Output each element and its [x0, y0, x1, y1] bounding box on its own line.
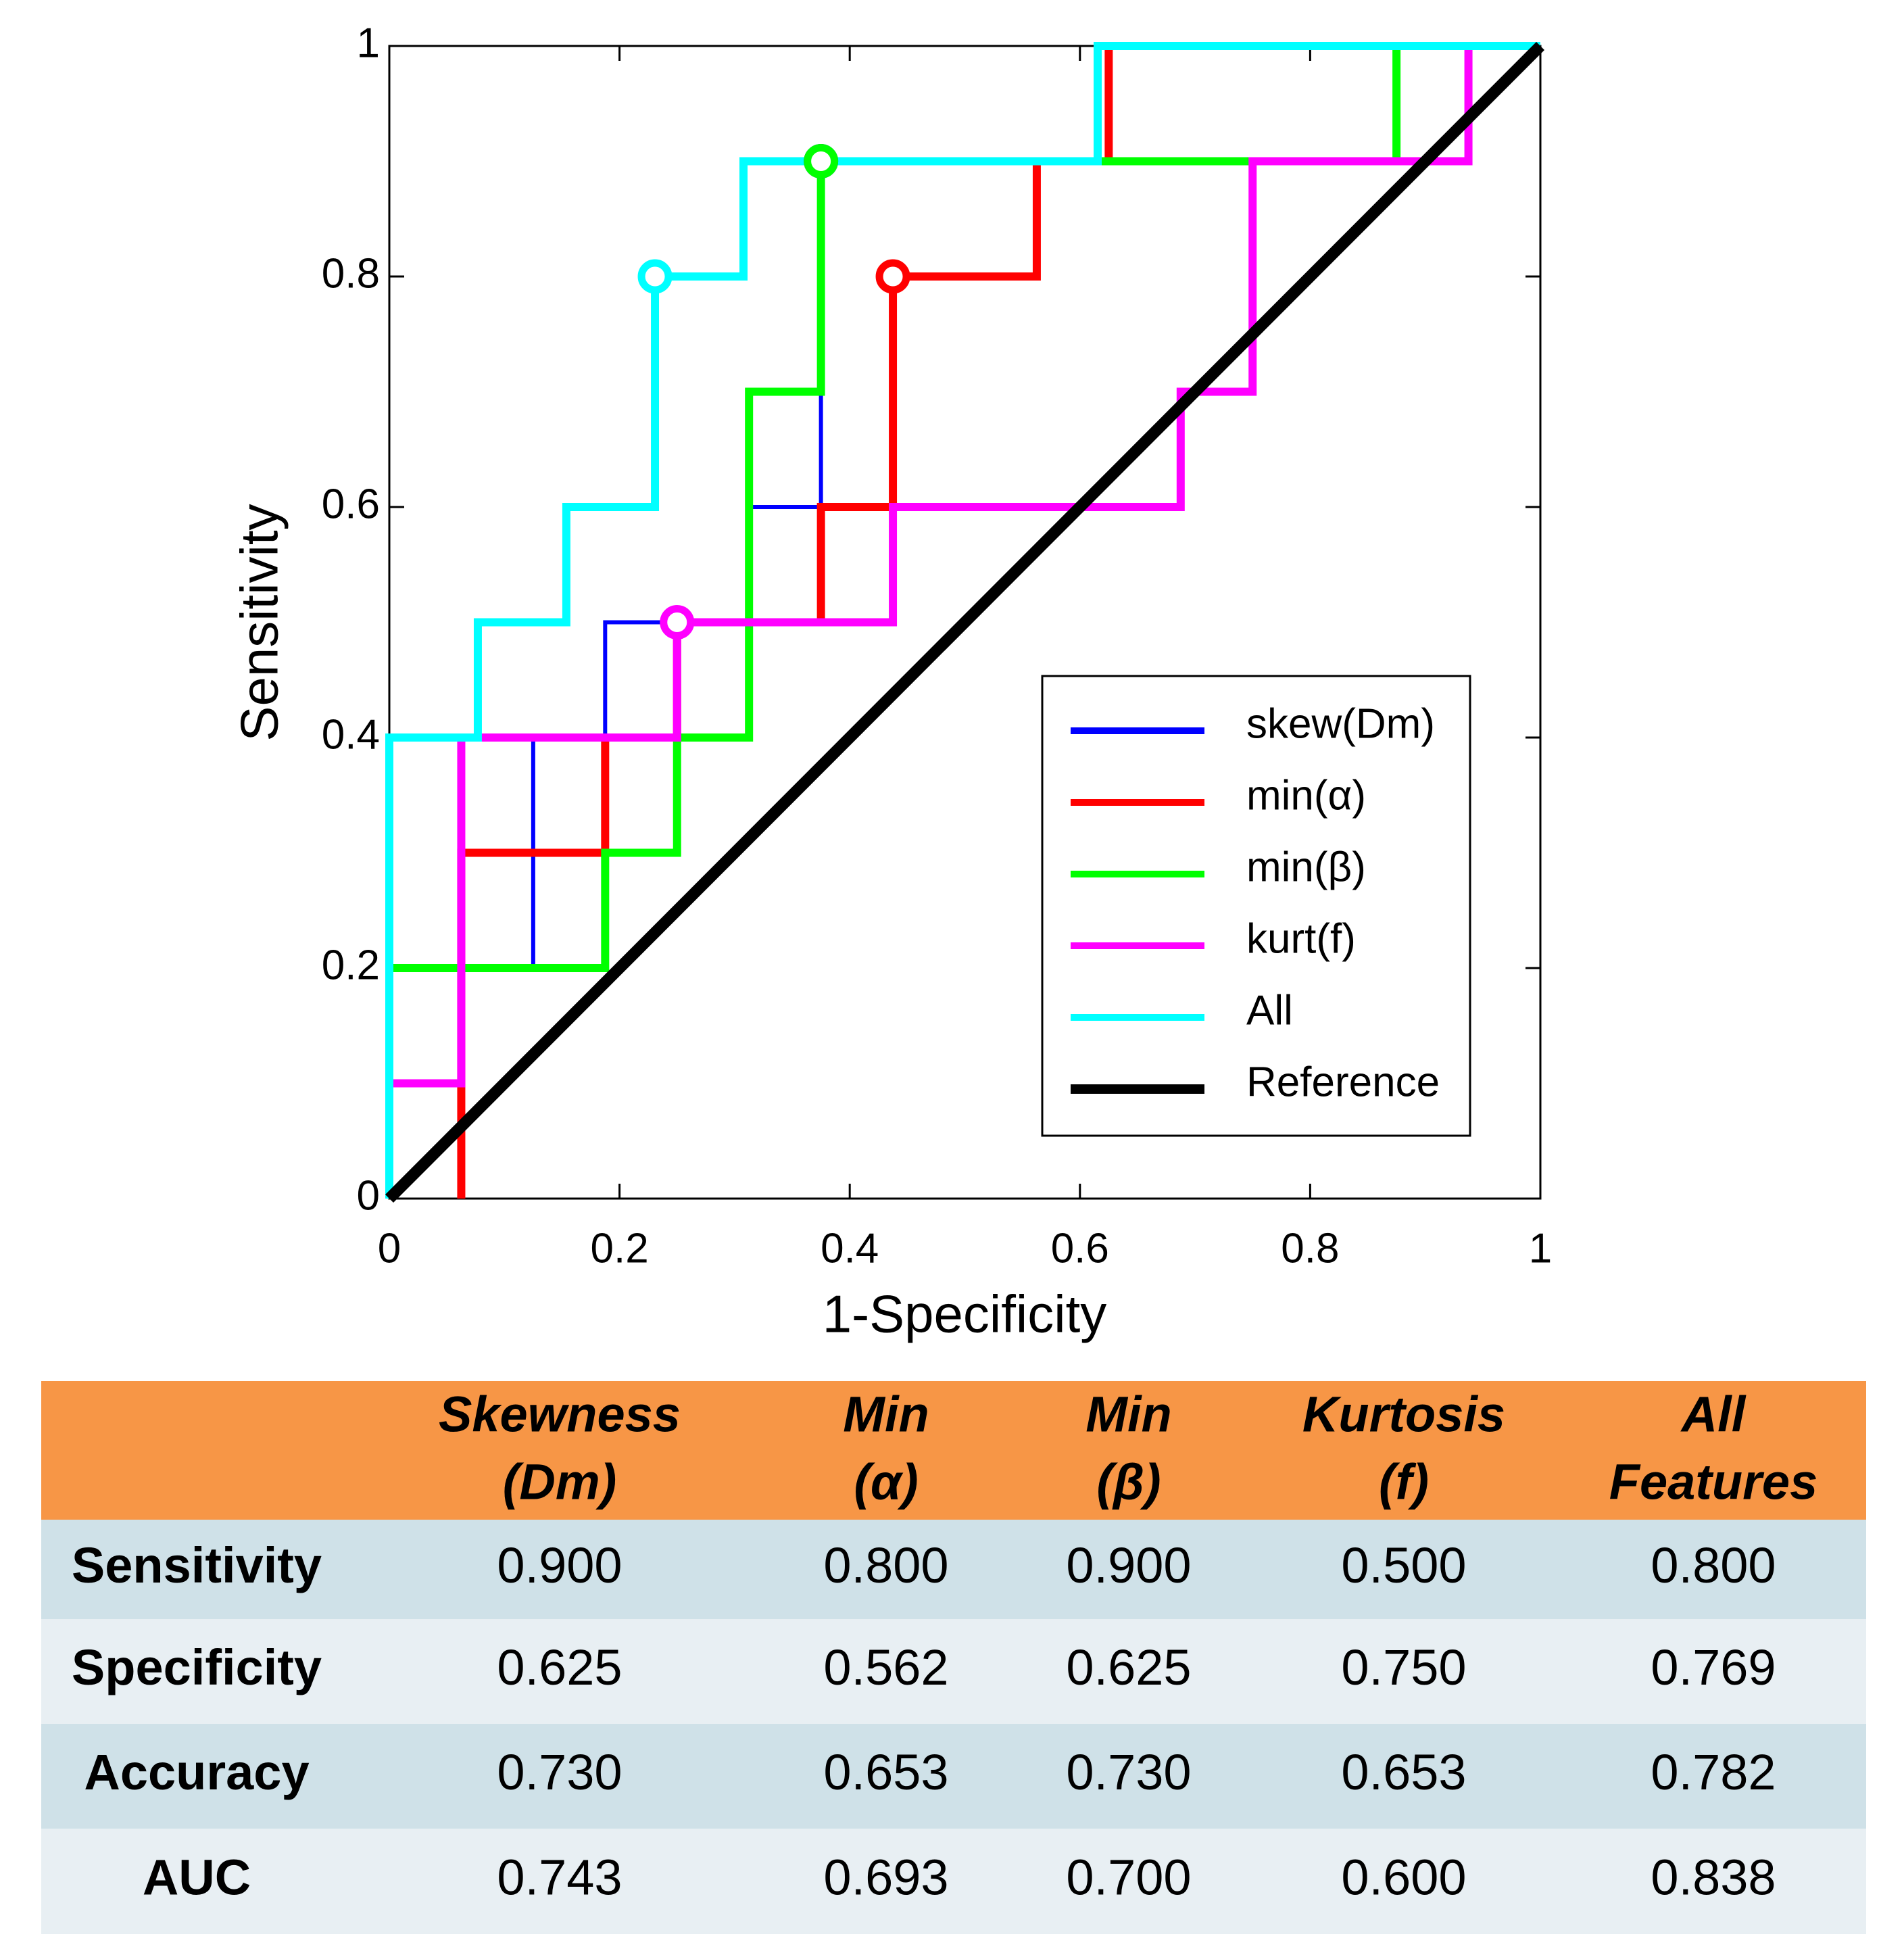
- legend-label: kurt(f): [1246, 915, 1356, 962]
- table-cell: 0.900: [497, 1537, 622, 1593]
- column-header: All: [1680, 1387, 1747, 1443]
- row-label: Specificity: [72, 1639, 322, 1695]
- legend-label: skew(Dm): [1246, 700, 1435, 747]
- legend-label: min(β): [1246, 844, 1366, 890]
- table-row: [41, 1829, 1866, 1934]
- table-row: [41, 1724, 1866, 1829]
- table-cell: 0.625: [497, 1639, 622, 1695]
- operating-point: [804, 144, 839, 178]
- x-tick-label: 1: [1529, 1225, 1552, 1272]
- table-cell: 0.800: [823, 1537, 948, 1593]
- table-cell: 0.693: [823, 1850, 948, 1906]
- x-tick-label: 0.2: [590, 1225, 648, 1272]
- roc-line: [385, 42, 1540, 1199]
- table-row: [41, 1619, 1866, 1724]
- table-header: [41, 1381, 1866, 1520]
- table-cell: 0.730: [497, 1744, 622, 1800]
- x-tick-label: 0.6: [1051, 1225, 1109, 1272]
- y-tick-label: 1: [357, 20, 380, 66]
- table-cell: 0.500: [1341, 1537, 1466, 1593]
- table-cell: 0.730: [1066, 1744, 1191, 1800]
- table-cell: 0.800: [1651, 1537, 1776, 1593]
- row-label: Sensitivity: [72, 1537, 322, 1593]
- table-cell: 0.769: [1651, 1639, 1776, 1695]
- column-header: Min: [843, 1387, 929, 1443]
- column-header: (Dm): [503, 1454, 617, 1510]
- roc-line: [385, 41, 1545, 1203]
- table-cell: 0.700: [1066, 1850, 1191, 1906]
- row-label: Accuracy: [84, 1744, 309, 1800]
- table-cell: 0.743: [497, 1850, 622, 1906]
- x-axis-label: 1-Specificity: [823, 1284, 1106, 1344]
- x-tick-label: 0.8: [1281, 1225, 1339, 1272]
- table-cell: 0.600: [1341, 1850, 1466, 1906]
- operating-point: [637, 259, 673, 294]
- table-cell: 0.562: [823, 1639, 948, 1695]
- y-tick-label: 0: [357, 1172, 380, 1219]
- x-tick-label: 0.4: [821, 1225, 879, 1272]
- table-row: [41, 1520, 1866, 1619]
- table-cell: 0.838: [1651, 1850, 1776, 1906]
- y-tick-label: 0.4: [322, 711, 380, 758]
- legend-label: min(α): [1246, 772, 1366, 819]
- y-axis-label: Sensitivity: [230, 504, 289, 741]
- table-cell: 0.653: [1341, 1744, 1466, 1800]
- roc-line: [385, 42, 1540, 1199]
- column-header: (β): [1096, 1454, 1161, 1510]
- column-header: (α): [854, 1454, 918, 1510]
- x-tick-label: 0: [378, 1225, 401, 1272]
- legend-box: [1041, 675, 1471, 1137]
- y-tick-label: 0.2: [322, 942, 380, 988]
- table-cell: 0.900: [1066, 1537, 1191, 1593]
- column-header: Min: [1085, 1387, 1171, 1443]
- y-tick-label: 0.6: [322, 481, 380, 527]
- row-label: AUC: [143, 1850, 251, 1906]
- operating-point: [660, 605, 695, 640]
- column-header: Skewness: [439, 1387, 681, 1443]
- column-header: (f): [1379, 1454, 1429, 1510]
- legend-label: Reference: [1246, 1059, 1440, 1105]
- table-cell: 0.625: [1066, 1639, 1191, 1695]
- table-cell: 0.750: [1341, 1639, 1466, 1695]
- operating-point: [875, 259, 910, 294]
- table-cell: 0.653: [823, 1744, 948, 1800]
- column-header: Features: [1609, 1454, 1817, 1510]
- legend-label: All: [1246, 987, 1293, 1034]
- table-cell: 0.782: [1651, 1744, 1776, 1800]
- y-tick-label: 0.8: [322, 250, 380, 297]
- column-header: Kurtosis: [1302, 1387, 1505, 1443]
